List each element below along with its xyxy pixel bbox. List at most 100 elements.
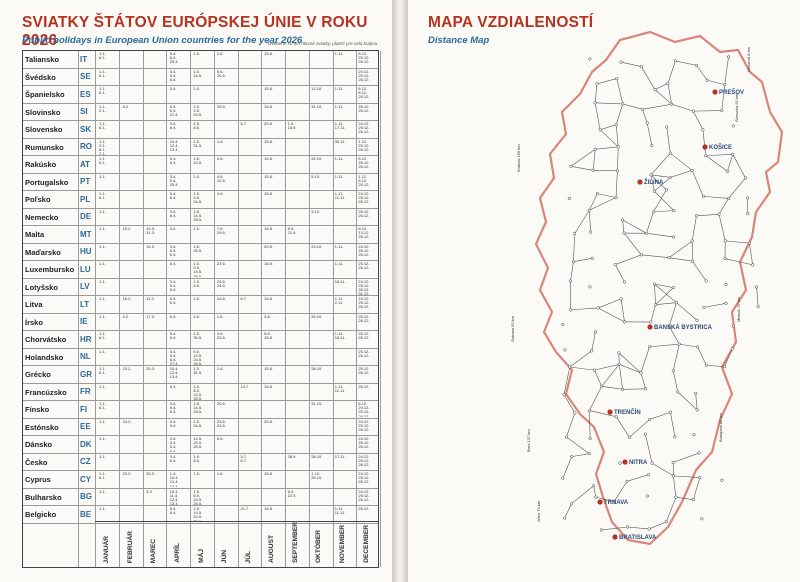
column-divider [332, 51, 334, 567]
holiday-cell: 1.1. 6.1. [99, 69, 106, 78]
town-dot [722, 365, 727, 369]
holiday-cell: 1.1. [99, 384, 106, 389]
road-segment [670, 152, 693, 171]
town-dot [692, 433, 696, 437]
town-dot [588, 57, 592, 61]
table-row: Cyprus CY 1.1. 6.1. 23.2. 25.3. 1.4. 10.4. 12… [23, 471, 378, 489]
road-segment [621, 61, 642, 67]
town-dot [651, 210, 656, 214]
holiday-cell [307, 70, 331, 85]
town-dot [644, 231, 649, 235]
holiday-cell: 31.10. [311, 402, 323, 406]
town-dot [666, 81, 670, 85]
holiday-cell [236, 315, 260, 330]
country-code: CZ [80, 457, 91, 466]
holiday-cell [236, 105, 260, 120]
road-segment [591, 331, 596, 351]
holiday-cell: 1.5. 6.5. 24.5. 25.5. [193, 489, 203, 505]
town-dot [691, 498, 695, 502]
town-dot [695, 63, 699, 67]
month-text: FEBRUÁR [126, 530, 134, 563]
town-dot [650, 461, 654, 465]
holiday-cell: 1.5. 8.5. [193, 122, 200, 131]
country-code: SE [80, 72, 91, 81]
town-dot [614, 123, 618, 127]
town-dot [595, 82, 599, 86]
holiday-cell: 24.12. 25.12. 26.12. [358, 244, 370, 257]
holiday-cell: 1.5. 14.5. 24.5. 25.5. [193, 507, 203, 522]
holiday-cell [331, 472, 355, 487]
country-name: Belgicko [25, 510, 57, 519]
holiday-cell: 5.5. 14.5. 24.5. 25.5. [193, 349, 203, 365]
town-dot [725, 169, 729, 173]
country-name: Francúzsko [25, 387, 67, 397]
holiday-cell: 3.4. 5.4. 25.4. [169, 174, 179, 187]
holiday-cell: 1.5. 3.5. 24.5. [193, 192, 203, 205]
border-distance-label: Kraków 150 km [516, 144, 521, 172]
town-dot [590, 256, 594, 260]
city-label: PREŠOV [719, 88, 744, 96]
road-segment [693, 477, 701, 500]
holiday-cell [307, 192, 331, 207]
road-segment [594, 102, 601, 130]
border-distance-label: Uzhorod 8 km [746, 46, 751, 72]
holiday-cell: 1.5. 30.5. [193, 332, 203, 341]
border-distance-label: Wien 70 km [536, 500, 541, 522]
town-dot [600, 384, 604, 388]
month-label: NOVEMBER [331, 522, 355, 567]
country-code: GR [80, 369, 92, 379]
month-label: JÚL [236, 522, 260, 567]
month-text: OKTÓBER [315, 530, 323, 563]
border-distance-label: Budapest 88 km [718, 412, 723, 442]
holiday-cell [331, 402, 355, 417]
road-segment [670, 412, 676, 437]
holiday-cell [236, 350, 260, 365]
holiday-cell [213, 87, 237, 102]
road-segment [705, 154, 733, 156]
town-dot [704, 279, 708, 283]
holiday-cell: 31.10. [311, 104, 323, 109]
road-segment [756, 286, 759, 307]
town-dot [755, 285, 759, 289]
road-segment [598, 298, 622, 309]
holiday-cell [213, 122, 237, 137]
town-dot [612, 500, 616, 504]
country-name: Portugalsko [25, 177, 69, 187]
holiday-cell: 18.11. [334, 279, 346, 284]
holiday-cell: 24.12. 25.12. 26.12. [358, 122, 370, 135]
holiday-cell: 3.4. 5.4. 6.4. [169, 279, 177, 292]
town-dot [645, 121, 649, 125]
road-segment [615, 103, 624, 125]
holiday-cell: 3.4. 5.4. 6.4. [169, 69, 177, 82]
holiday-cell [236, 140, 260, 155]
holiday-cells: 1.1. 6.4. 1.5. 9.5. 14.5. 25.5. 23.6. 15.8. 1… [95, 262, 378, 277]
month-header: JANUÁR FEBRUÁR MAREC APRÍL MÁJ JÚN JÚL AUGUST SE… [95, 521, 378, 567]
country-name: Holandsko [25, 352, 64, 362]
town-dot [616, 145, 620, 149]
holiday-cell [260, 437, 284, 452]
holiday-cell [119, 175, 143, 190]
holiday-cell [236, 245, 260, 260]
column-divider [308, 51, 310, 567]
holiday-cells: 1.1. 15.3. 3.4. 5.4. 6.4. 1.5. 25.5. 20.8. 23… [95, 245, 378, 260]
holiday-cell: 25.12. 26.12. [358, 349, 370, 358]
road-segment [654, 83, 669, 90]
town-dot [664, 188, 668, 192]
town-dot [673, 59, 677, 63]
country-code: DE [80, 212, 92, 221]
holiday-cell [119, 332, 143, 347]
town-dot [673, 435, 677, 439]
town-dot [621, 387, 625, 391]
holiday-cell: 5.4. 6.4. [169, 507, 177, 516]
holiday-cell [236, 490, 260, 505]
holiday-cell: 24.6. [216, 297, 226, 301]
holiday-cell: 12.10. [311, 87, 323, 91]
holiday-cell [142, 140, 166, 155]
holiday-cell [307, 122, 331, 137]
holiday-cell [284, 52, 308, 67]
holiday-cell [236, 192, 260, 207]
town-dot [617, 362, 621, 366]
city-label: KOŠICE [709, 143, 732, 151]
road-segment [650, 174, 671, 178]
holiday-cell: 1.4. 10.4. 12.4. 13.4. [169, 472, 179, 487]
